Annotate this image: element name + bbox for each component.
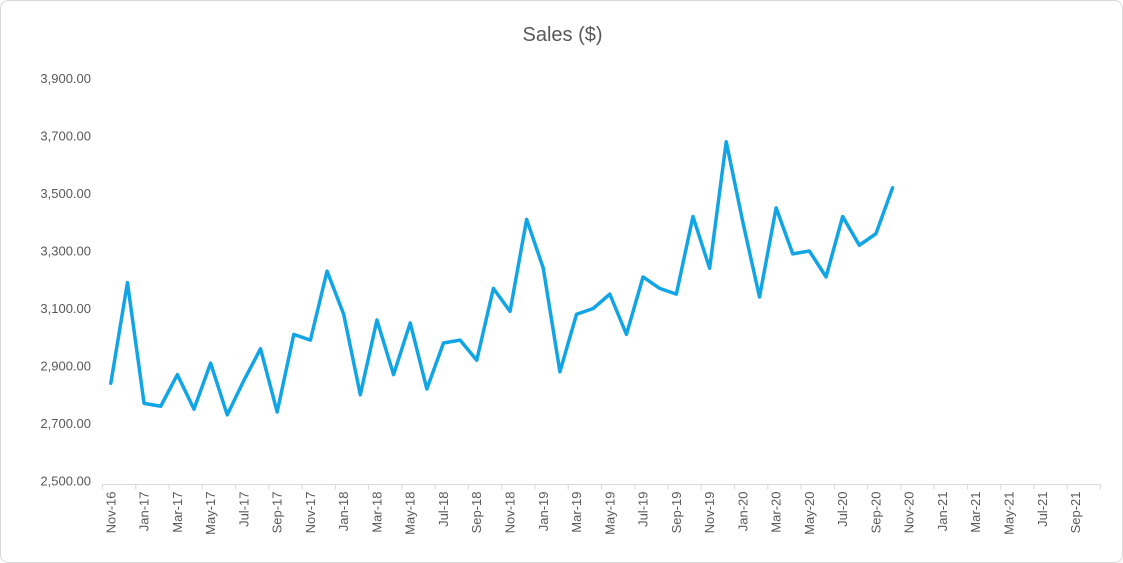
x-axis-tick-label: Jan-20: [735, 492, 750, 532]
y-axis-tick-label: 3,700.00: [40, 129, 91, 144]
x-axis-tick-label: Jul-19: [636, 492, 651, 527]
y-axis-tick-label: 2,700.00: [40, 416, 91, 431]
x-axis-tick-label: May-19: [602, 492, 617, 535]
x-axis-tick-label: Jan-17: [137, 492, 152, 532]
x-axis-tick-label: Mar-18: [369, 492, 384, 533]
x-axis-tick-label: Nov-20: [902, 492, 917, 534]
x-axis-tick-label: Sep-18: [469, 492, 484, 534]
x-axis-tick-label: Nov-18: [503, 492, 518, 534]
x-axis-tick-label: May-17: [203, 492, 218, 535]
y-axis: 2,500.00 2,700.00 2,900.00 3,100.00 3,300.00…: [40, 71, 91, 489]
x-axis-tick-label: May-21: [1001, 492, 1016, 535]
y-axis-tick-label: 2,900.00: [40, 359, 91, 374]
x-axis-tick-label: Sep-19: [669, 492, 684, 534]
x-axis-tick-label: Sep-17: [270, 492, 285, 534]
x-axis-tick-label: Jul-21: [1035, 492, 1050, 527]
x-axis-tick-label: Sep-20: [868, 492, 883, 534]
x-axis-tick-label: Jul-17: [236, 492, 251, 527]
y-axis-tick-label: 3,900.00: [40, 71, 91, 86]
x-axis-tick-label: Jan-21: [935, 492, 950, 532]
x-axis-tick-label: Mar-20: [769, 492, 784, 533]
x-axis-tick-label: Sep-21: [1068, 492, 1083, 534]
x-axis-tick-label: Mar-21: [968, 492, 983, 533]
y-axis-tick-label: 3,500.00: [40, 186, 91, 201]
y-axis-tick-label: 2,500.00: [40, 474, 91, 489]
y-axis-tick-label: 3,100.00: [40, 301, 91, 316]
x-axis-tick-label: Mar-19: [569, 492, 584, 533]
x-axis: Nov-16 Jan-17 Mar-17 May-17 Jul-17 Sep-17 Nov-…: [102, 484, 1101, 535]
y-axis-tick-label: 3,300.00: [40, 244, 91, 259]
chart-title: Sales ($): [522, 24, 602, 46]
x-axis-tick-label: Jul-18: [436, 492, 451, 527]
x-axis-tick-label: Nov-16: [103, 492, 118, 534]
x-axis-tick-label: Jan-19: [536, 492, 551, 532]
x-axis-tick-label: May-18: [403, 492, 418, 535]
x-axis-tick-label: Mar-17: [170, 492, 185, 533]
sales-series-line: [109, 140, 895, 417]
x-axis-tick-label: Nov-19: [702, 492, 717, 534]
series-sales: [109, 140, 895, 417]
x-axis-tick-label: Nov-17: [303, 492, 318, 534]
x-axis-tick-label: May-20: [802, 492, 817, 535]
x-axis-tick-label: Jan-18: [336, 492, 351, 532]
x-axis-tick-label: Jul-20: [835, 492, 850, 527]
